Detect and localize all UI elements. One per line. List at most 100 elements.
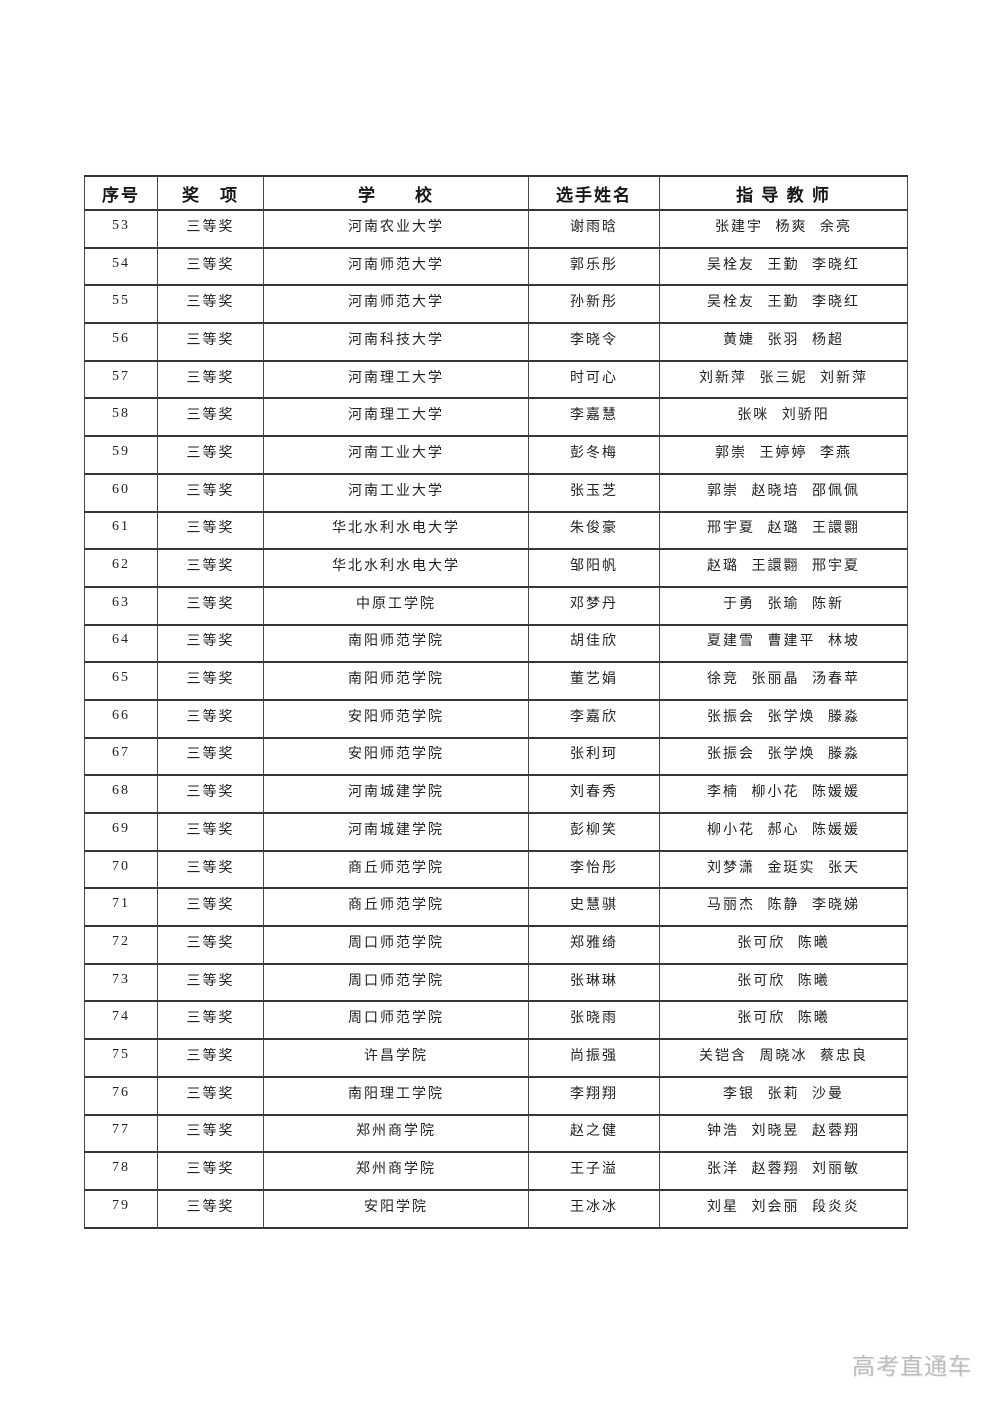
awards-table: 序号 奖 项 学 校 选手姓名 指 导 教 师 53 三等奖 河南农业大学 谢雨晗 张建…: [84, 175, 908, 1229]
cell-contestant: 朱俊豪: [528, 510, 660, 551]
cell-contestant: 李嘉慧: [528, 397, 660, 438]
cell-teachers: 张洋 赵蓉翔 刘丽敏: [659, 1151, 908, 1191]
cell-contestant: 史慧骐: [528, 887, 660, 928]
cell-serial: 72: [84, 925, 158, 965]
header-row: 序号 奖 项 学 校 选手姓名 指 导 教 师: [84, 175, 908, 211]
cell-contestant: 张晓雨: [528, 1000, 660, 1041]
cell-contestant: 郑雅绮: [528, 925, 660, 965]
cell-teachers: 柳小花 郝心 陈媛媛: [659, 812, 908, 852]
cell-school: 周口师范学院: [263, 925, 529, 965]
cell-contestant: 尚振强: [528, 1038, 660, 1078]
cell-school: 南阳师范学院: [263, 623, 529, 664]
cell-school: 河南师范大学: [263, 246, 529, 287]
cell-contestant: 邹阳帆: [528, 548, 660, 588]
cell-serial: 77: [84, 1113, 158, 1154]
cell-serial: 60: [84, 472, 158, 513]
cell-award: 三等奖: [157, 962, 264, 1003]
cell-serial: 54: [84, 246, 158, 287]
cell-award: 三等奖: [157, 774, 264, 814]
cell-teachers: 张建宇 杨爽 余亮: [659, 209, 908, 249]
cell-school: 华北水利水电大学: [263, 510, 529, 551]
table-row: 78 三等奖 郑州商学院 王子溢 张洋 赵蓉翔 刘丽敏: [84, 1151, 908, 1191]
cell-school: 郑州商学院: [263, 1151, 529, 1191]
table-row: 68 三等奖 河南城建学院 刘春秀 李楠 柳小花 陈媛媛: [84, 774, 908, 814]
table-row: 54 三等奖 河南师范大学 郭乐彤 吴栓友 王勤 李晓红: [84, 246, 908, 287]
cell-serial: 79: [84, 1188, 158, 1229]
table-row: 55 三等奖 河南师范大学 孙新彤 吴栓友 王勤 李晓红: [84, 284, 908, 325]
cell-teachers: 张可欣 陈曦: [659, 1000, 908, 1041]
cell-school: 河南师范大学: [263, 284, 529, 325]
cell-serial: 75: [84, 1038, 158, 1078]
cell-school: 南阳理工学院: [263, 1075, 529, 1116]
cell-serial: 78: [84, 1151, 158, 1191]
cell-award: 三等奖: [157, 209, 264, 249]
cell-school: 周口师范学院: [263, 962, 529, 1003]
table-row: 71 三等奖 商丘师范学院 史慧骐 马丽杰 陈静 李晓娣: [84, 887, 908, 928]
cell-serial: 66: [84, 698, 158, 739]
cell-serial: 73: [84, 962, 158, 1003]
column-header-teachers: 指 导 教 师: [659, 175, 908, 211]
cell-award: 三等奖: [157, 812, 264, 852]
cell-contestant: 李怡彤: [528, 849, 660, 890]
cell-contestant: 时可心: [528, 359, 660, 400]
cell-teachers: 李楠 柳小花 陈媛媛: [659, 774, 908, 814]
table-row: 73 三等奖 周口师范学院 张琳琳 张可欣 陈曦: [84, 962, 908, 1003]
table-row: 59 三等奖 河南工业大学 彭冬梅 郭崇 王婷婷 李燕: [84, 435, 908, 475]
cell-school: 河南科技大学: [263, 322, 529, 362]
column-header-serial: 序号: [84, 175, 158, 211]
table-row: 60 三等奖 河南工业大学 张玉芝 郭崇 赵晓培 邵佩佩: [84, 472, 908, 513]
cell-award: 三等奖: [157, 925, 264, 965]
cell-award: 三等奖: [157, 1113, 264, 1154]
cell-teachers: 吴栓友 王勤 李晓红: [659, 246, 908, 287]
table-row: 63 三等奖 中原工学院 邓梦丹 于勇 张瑜 陈新: [84, 585, 908, 626]
cell-award: 三等奖: [157, 472, 264, 513]
cell-contestant: 胡佳欣: [528, 623, 660, 664]
table-row: 65 三等奖 南阳师范学院 董艺娟 徐竞 张丽晶 汤春苹: [84, 661, 908, 701]
cell-serial: 58: [84, 397, 158, 438]
cell-award: 三等奖: [157, 397, 264, 438]
cell-serial: 53: [84, 209, 158, 249]
cell-award: 三等奖: [157, 849, 264, 890]
table-row: 61 三等奖 华北水利水电大学 朱俊豪 邢宇夏 赵璐 王譞翾: [84, 510, 908, 551]
cell-teachers: 徐竞 张丽晶 汤春苹: [659, 661, 908, 701]
cell-award: 三等奖: [157, 246, 264, 287]
table-row: 74 三等奖 周口师范学院 张晓雨 张可欣 陈曦: [84, 1000, 908, 1041]
cell-award: 三等奖: [157, 322, 264, 362]
cell-school: 周口师范学院: [263, 1000, 529, 1041]
cell-teachers: 张振会 张学焕 滕淼: [659, 736, 908, 777]
cell-teachers: 赵璐 王譞翾 邢宇夏: [659, 548, 908, 588]
cell-teachers: 邢宇夏 赵璐 王譞翾: [659, 510, 908, 551]
cell-contestant: 刘春秀: [528, 774, 660, 814]
cell-serial: 59: [84, 435, 158, 475]
cell-serial: 65: [84, 661, 158, 701]
cell-contestant: 谢雨晗: [528, 209, 660, 249]
table-row: 53 三等奖 河南农业大学 谢雨晗 张建宇 杨爽 余亮: [84, 209, 908, 249]
cell-contestant: 李翔翔: [528, 1075, 660, 1116]
column-header-contestant: 选手姓名: [528, 175, 660, 211]
cell-contestant: 张利珂: [528, 736, 660, 777]
cell-teachers: 郭崇 赵晓培 邵佩佩: [659, 472, 908, 513]
cell-school: 许昌学院: [263, 1038, 529, 1078]
cell-serial: 63: [84, 585, 158, 626]
cell-award: 三等奖: [157, 359, 264, 400]
table-row: 66 三等奖 安阳师范学院 李嘉欣 张振会 张学焕 滕淼: [84, 698, 908, 739]
column-header-award: 奖 项: [157, 175, 264, 211]
cell-serial: 67: [84, 736, 158, 777]
cell-teachers: 刘梦潇 金珽实 张天: [659, 849, 908, 890]
column-header-school: 学 校: [263, 175, 529, 211]
table-row: 57 三等奖 河南理工大学 时可心 刘新萍 张三妮 刘新萍: [84, 359, 908, 400]
table-row: 79 三等奖 安阳学院 王冰冰 刘星 刘会丽 段炎炎: [84, 1188, 908, 1229]
cell-serial: 76: [84, 1075, 158, 1116]
cell-school: 安阳师范学院: [263, 736, 529, 777]
cell-teachers: 李银 张莉 沙曼: [659, 1075, 908, 1116]
cell-contestant: 李晓令: [528, 322, 660, 362]
cell-school: 安阳师范学院: [263, 698, 529, 739]
cell-serial: 68: [84, 774, 158, 814]
cell-school: 河南城建学院: [263, 812, 529, 852]
table-row: 67 三等奖 安阳师范学院 张利珂 张振会 张学焕 滕淼: [84, 736, 908, 777]
cell-school: 商丘师范学院: [263, 887, 529, 928]
cell-award: 三等奖: [157, 1038, 264, 1078]
cell-school: 河南理工大学: [263, 397, 529, 438]
table-row: 72 三等奖 周口师范学院 郑雅绮 张可欣 陈曦: [84, 925, 908, 965]
